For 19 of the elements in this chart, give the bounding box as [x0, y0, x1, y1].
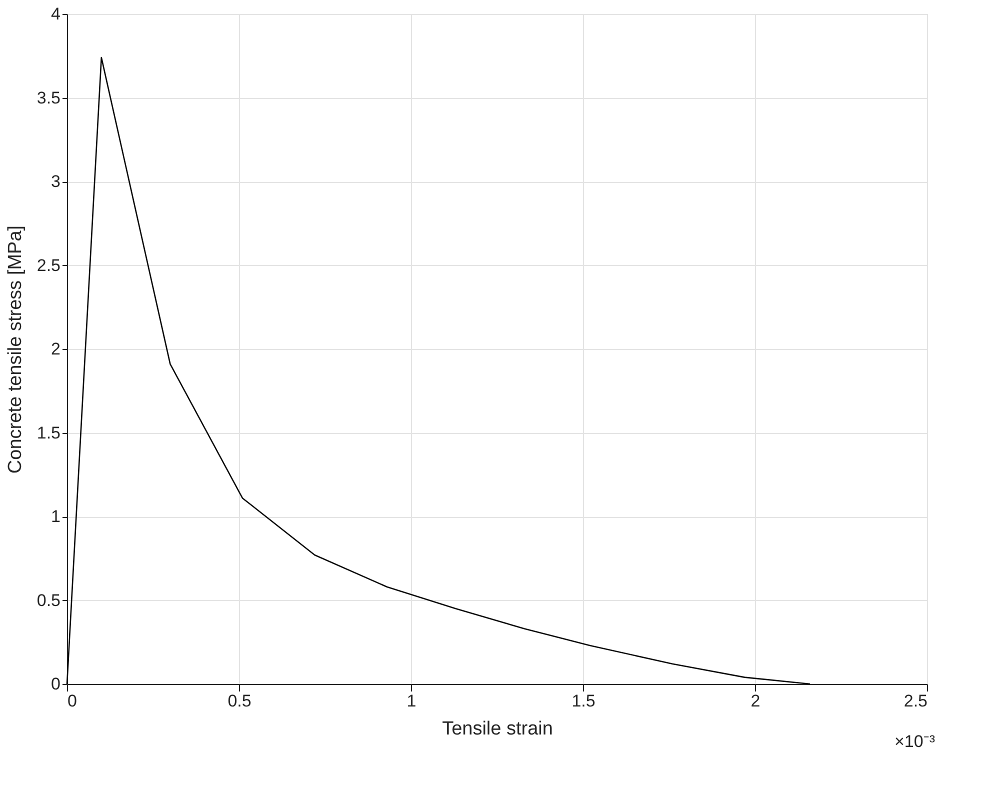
x-axis-title: Tensile strain	[442, 718, 553, 740]
y-tick-label: 2	[51, 340, 60, 358]
y-tick-label: 3.5	[36, 88, 60, 108]
x-tick-label: 1.5	[572, 692, 596, 710]
line-series	[66, 56, 811, 685]
x-tick-label: 2.5	[904, 692, 928, 710]
x-tick-label: 2	[750, 692, 760, 710]
y-tick-label: 0	[51, 674, 60, 694]
y-axis-title: Concrete tensile stress [MPa]	[4, 225, 26, 474]
y-tick-label: 0.5	[36, 590, 60, 610]
y-tick-label: 1.5	[36, 423, 60, 442]
y-tick-label: 1	[51, 507, 60, 526]
text: ×10⁻³	[894, 732, 936, 751]
x-tick-label: 1	[406, 692, 416, 710]
y-tick-label: 3	[51, 172, 60, 191]
x-tick-label: 0.5	[228, 692, 252, 710]
y-tick-label: 2.5	[36, 256, 60, 275]
x-tick-label: 0	[68, 692, 77, 710]
y-tick-label: 4	[51, 4, 60, 24]
